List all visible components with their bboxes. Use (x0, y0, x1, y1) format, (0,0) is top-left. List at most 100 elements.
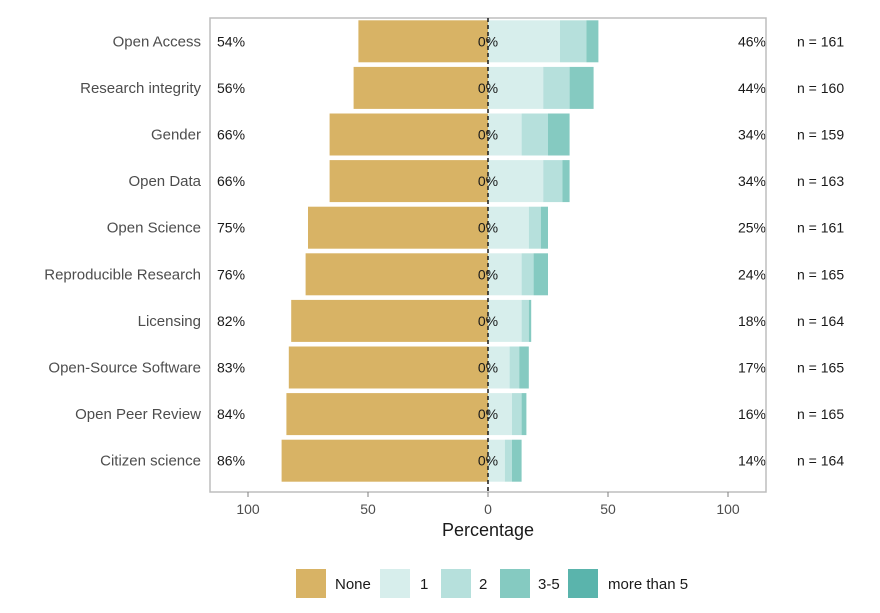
x-tick-label: 50 (360, 501, 376, 517)
bar-3-5 (521, 393, 527, 436)
bar-3-5 (569, 66, 594, 109)
right-percent-label: 46% (738, 33, 766, 49)
bar-3-5 (519, 346, 529, 389)
bar-1 (488, 346, 510, 389)
bar-3-5 (548, 113, 570, 156)
legend-swatch (296, 569, 326, 598)
labels-layer: Open Access 54% 0% 46% n = 161 Research integ… (44, 33, 844, 469)
bar-3-5 (562, 160, 570, 203)
bar-3-5 (512, 439, 522, 482)
right-percent-label: 44% (738, 80, 766, 96)
legend-label: more than 5 (608, 576, 688, 593)
n-label: n = 161 (797, 33, 844, 49)
right-percent-label: 14% (738, 453, 766, 469)
center-percent-label: 0% (478, 266, 498, 282)
right-percent-label: 34% (738, 173, 766, 189)
left-percent-label: 56% (217, 80, 245, 96)
category-label: Licensing (138, 313, 201, 330)
bar-1 (488, 160, 544, 203)
bar-1 (488, 253, 522, 296)
bar-1 (488, 20, 560, 63)
n-label: n = 159 (797, 127, 844, 143)
bar-2 (521, 113, 548, 156)
n-label: n = 164 (797, 313, 844, 329)
legend-swatch (441, 569, 471, 598)
bar-2 (512, 393, 522, 436)
bar-none (286, 393, 488, 436)
x-tick-label: 0 (484, 501, 492, 517)
n-label: n = 165 (797, 406, 844, 422)
legend-label: None (335, 576, 371, 593)
left-percent-label: 82% (217, 313, 245, 329)
bar-2 (509, 346, 520, 389)
x-axis-title: Percentage (442, 520, 534, 540)
category-label: Research integrity (80, 80, 201, 97)
n-label: n = 163 (797, 173, 844, 189)
bar-1 (488, 393, 512, 436)
bar-2 (528, 206, 541, 249)
category-label: Citizen science (100, 453, 201, 470)
left-percent-label: 84% (217, 406, 245, 422)
center-percent-label: 0% (478, 127, 498, 143)
right-percent-label: 24% (738, 266, 766, 282)
right-percent-label: 18% (738, 313, 766, 329)
right-percent-label: 16% (738, 406, 766, 422)
bar-none (281, 439, 488, 482)
bar-3-5 (586, 20, 599, 63)
bar-none (353, 66, 488, 109)
bar-none (288, 346, 488, 389)
legend-label: 2 (479, 576, 487, 593)
x-tick-label: 100 (236, 501, 260, 517)
n-label: n = 165 (797, 266, 844, 282)
left-percent-label: 66% (217, 173, 245, 189)
bar-2 (521, 299, 529, 342)
category-label: Open-Source Software (48, 360, 201, 377)
center-percent-label: 0% (478, 220, 498, 236)
bar-2 (504, 439, 512, 482)
left-percent-label: 75% (217, 220, 245, 236)
n-label: n = 164 (797, 453, 844, 469)
bars-layer (281, 20, 599, 482)
bar-none (291, 299, 488, 342)
bar-none (308, 206, 488, 249)
center-percent-label: 0% (478, 406, 498, 422)
legend-label: 1 (420, 576, 428, 593)
category-label: Open Access (113, 33, 201, 50)
category-label: Open Data (128, 173, 201, 190)
bar-none (305, 253, 488, 296)
category-label: Open Science (107, 220, 201, 237)
legend-label: 3-5 (538, 576, 560, 593)
left-percent-label: 54% (217, 33, 245, 49)
bar-none (329, 160, 488, 203)
legend: None 1 2 3-5 more than 5 (296, 569, 688, 598)
bar-3-5 (528, 299, 532, 342)
bar-1 (488, 206, 529, 249)
bar-2 (543, 66, 570, 109)
bar-2 (521, 253, 534, 296)
category-label: Open Peer Review (75, 406, 201, 423)
center-percent-label: 0% (478, 360, 498, 376)
category-label: Reproducible Research (44, 266, 201, 283)
bar-1 (488, 299, 522, 342)
n-label: n = 161 (797, 220, 844, 236)
bar-1 (488, 113, 522, 156)
x-axis: 100 50 0 50 100 (209, 17, 767, 517)
n-label: n = 165 (797, 360, 844, 376)
bar-3-5 (533, 253, 548, 296)
bar-2 (560, 20, 587, 63)
n-label: n = 160 (797, 80, 844, 96)
category-label: Gender (151, 127, 201, 144)
left-percent-label: 83% (217, 360, 245, 376)
x-tick-label: 100 (716, 501, 740, 517)
left-percent-label: 66% (217, 127, 245, 143)
right-percent-label: 34% (738, 127, 766, 143)
bar-none (358, 20, 488, 63)
center-percent-label: 0% (478, 80, 498, 96)
bar-1 (488, 66, 544, 109)
legend-swatch (568, 569, 598, 598)
legend-swatch (500, 569, 530, 598)
bar-2 (543, 160, 563, 203)
right-percent-label: 17% (738, 360, 766, 376)
x-tick-label: 50 (600, 501, 616, 517)
